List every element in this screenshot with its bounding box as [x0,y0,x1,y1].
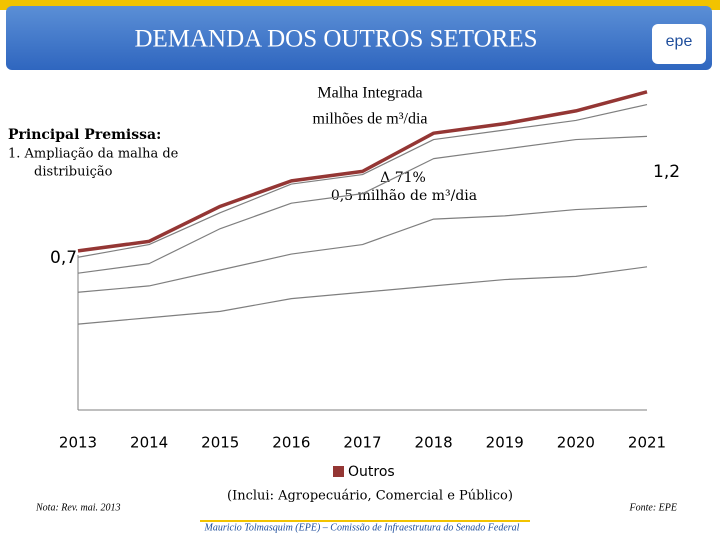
chart-title: Malha Integrada [317,85,422,102]
x-tick-label: 2014 [130,434,168,452]
annotation-end: 1,2 [653,162,680,182]
source: Fonte: EPE [629,502,677,513]
x-tick-label: 2013 [59,434,97,452]
top-stripe [0,0,720,10]
x-tick-label: 2016 [272,434,310,452]
series-line [77,135,648,274]
legend-label: Outros [348,464,395,480]
annotation-growth: Δ 71% [380,170,426,186]
footer: Mauricio Tolmasquim (EPE) – Comissão de … [204,522,520,533]
premise-title: Principal Premissa: [8,127,161,143]
slide-title: DEMANDA DOS OUTROS SETORES [134,26,537,53]
x-tick-label: 2017 [343,434,381,452]
annotation-start: 0,7 [50,248,77,268]
legend-note: (Inclui: Agropecuário, Comercial e Públi… [227,489,513,504]
x-tick-label: 2020 [557,434,595,452]
note: Nota: Rev. mai. 2013 [35,502,121,513]
logo: epe [666,33,693,50]
series-line [77,205,648,293]
header-band [6,6,712,70]
series-line [77,266,648,325]
x-tick-label: 2015 [201,434,239,452]
logo-box [652,24,706,64]
premise-line: 1. Ampliação da malha de [8,147,179,162]
x-tick-label: 2019 [486,434,524,452]
x-tick-label: 2021 [628,434,666,452]
plot [77,90,648,325]
premise-line: distribuição [34,165,113,180]
legend-swatch [333,466,344,477]
series-line [77,103,648,258]
chart-subtitle: milhões de m³/dia [313,111,428,128]
annotation-delta: 0,5 milhão de m³/dia [331,188,477,204]
series-line-outros [77,90,648,253]
x-tick-label: 2018 [415,434,453,452]
